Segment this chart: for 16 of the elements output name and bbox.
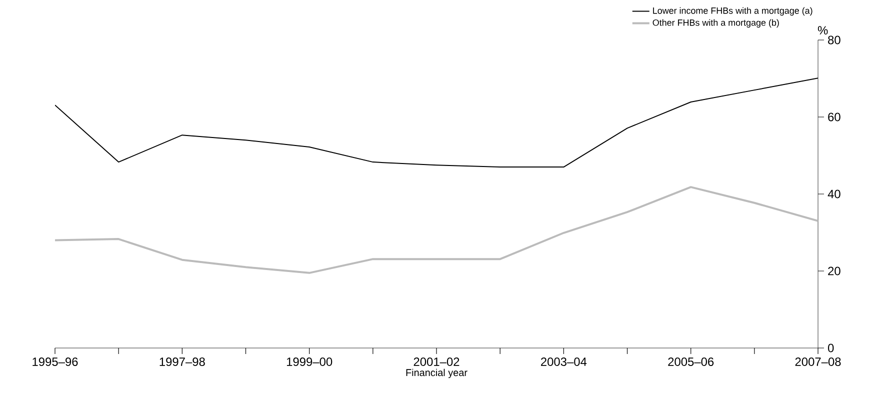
x-tick-label: 2007–08 [795, 358, 841, 366]
x-tick-label: 1995–96 [32, 358, 78, 366]
y-tick-label: 60 [828, 112, 840, 122]
y-tick-label: 40 [828, 190, 840, 198]
x-axis-title: Financial year [406, 368, 468, 378]
legend-label: Lower income FHBs with a mortgage (a) [653, 7, 812, 16]
legend-label: Other FHBs with a mortgage (b) [652, 19, 779, 28]
x-tick-label: 2001–02 [414, 358, 460, 366]
x-tick-label: 2005–06 [668, 358, 714, 366]
x-tick-label: 1997–98 [160, 358, 205, 366]
y-tick-label: 80 [828, 36, 840, 44]
y-tick-label: 20 [828, 266, 840, 276]
x-tick-label: 2003–04 [540, 358, 587, 366]
y-axis-title: % [818, 26, 828, 34]
x-tick-label: 1999–00 [286, 358, 332, 366]
y-tick-label: 0 [828, 344, 834, 352]
